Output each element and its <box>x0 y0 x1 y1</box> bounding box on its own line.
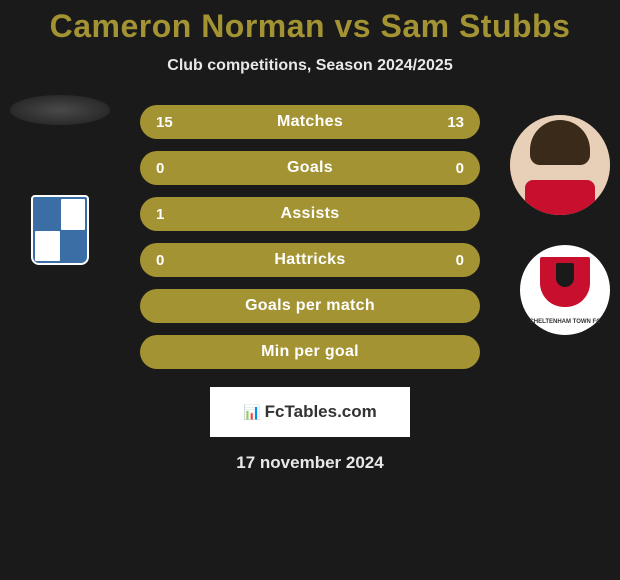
vs-separator: vs <box>334 8 371 44</box>
stat-label: Goals per match <box>180 297 440 315</box>
stat-label: Min per goal <box>180 343 440 361</box>
chart-icon: 📊 <box>243 404 260 421</box>
club-badge-text: CHELTENHAM TOWN FC <box>520 319 610 325</box>
stat-row-min-per-goal: Min per goal <box>140 335 480 369</box>
stat-left-value: 1 <box>156 206 180 223</box>
player2-face <box>510 115 610 215</box>
stat-right-value: 0 <box>440 252 464 269</box>
stat-row-goals: 0 Goals 0 <box>140 151 480 185</box>
comparison-content: CHELTENHAM TOWN FC 15 Matches 13 0 Goals… <box>0 105 620 473</box>
player2-name: Sam Stubbs <box>380 8 570 44</box>
season-subtitle: Club competitions, Season 2024/2025 <box>0 57 620 75</box>
stat-row-assists: 1 Assists <box>140 197 480 231</box>
player2-club-badge: CHELTENHAM TOWN FC <box>520 245 610 335</box>
stat-right-value: 13 <box>440 114 464 131</box>
player2-avatar <box>510 115 610 215</box>
player1-club-badge <box>15 185 105 275</box>
stat-label: Matches <box>180 113 440 131</box>
stat-row-matches: 15 Matches 13 <box>140 105 480 139</box>
stat-left-value: 0 <box>156 252 180 269</box>
stat-label: Goals <box>180 159 440 177</box>
stat-row-hattricks: 0 Hattricks 0 <box>140 243 480 277</box>
comparison-title: Cameron Norman vs Sam Stubbs <box>0 0 620 45</box>
player1-avatar <box>10 95 110 125</box>
player1-name: Cameron Norman <box>50 8 326 44</box>
source-watermark: 📊 FcTables.com <box>210 387 410 437</box>
comparison-date: 17 november 2024 <box>0 453 620 473</box>
stat-label: Hattricks <box>180 251 440 269</box>
stat-left-value: 15 <box>156 114 180 131</box>
watermark-text: FcTables.com <box>265 402 377 422</box>
stat-right-value: 0 <box>440 160 464 177</box>
stat-left-value: 0 <box>156 160 180 177</box>
cheltenham-badge-icon: CHELTENHAM TOWN FC <box>520 245 610 335</box>
stat-row-goals-per-match: Goals per match <box>140 289 480 323</box>
tranmere-badge-icon <box>31 195 89 265</box>
stat-label: Assists <box>180 205 440 223</box>
stat-rows-container: 15 Matches 13 0 Goals 0 1 Assists 0 Hatt… <box>140 105 480 369</box>
